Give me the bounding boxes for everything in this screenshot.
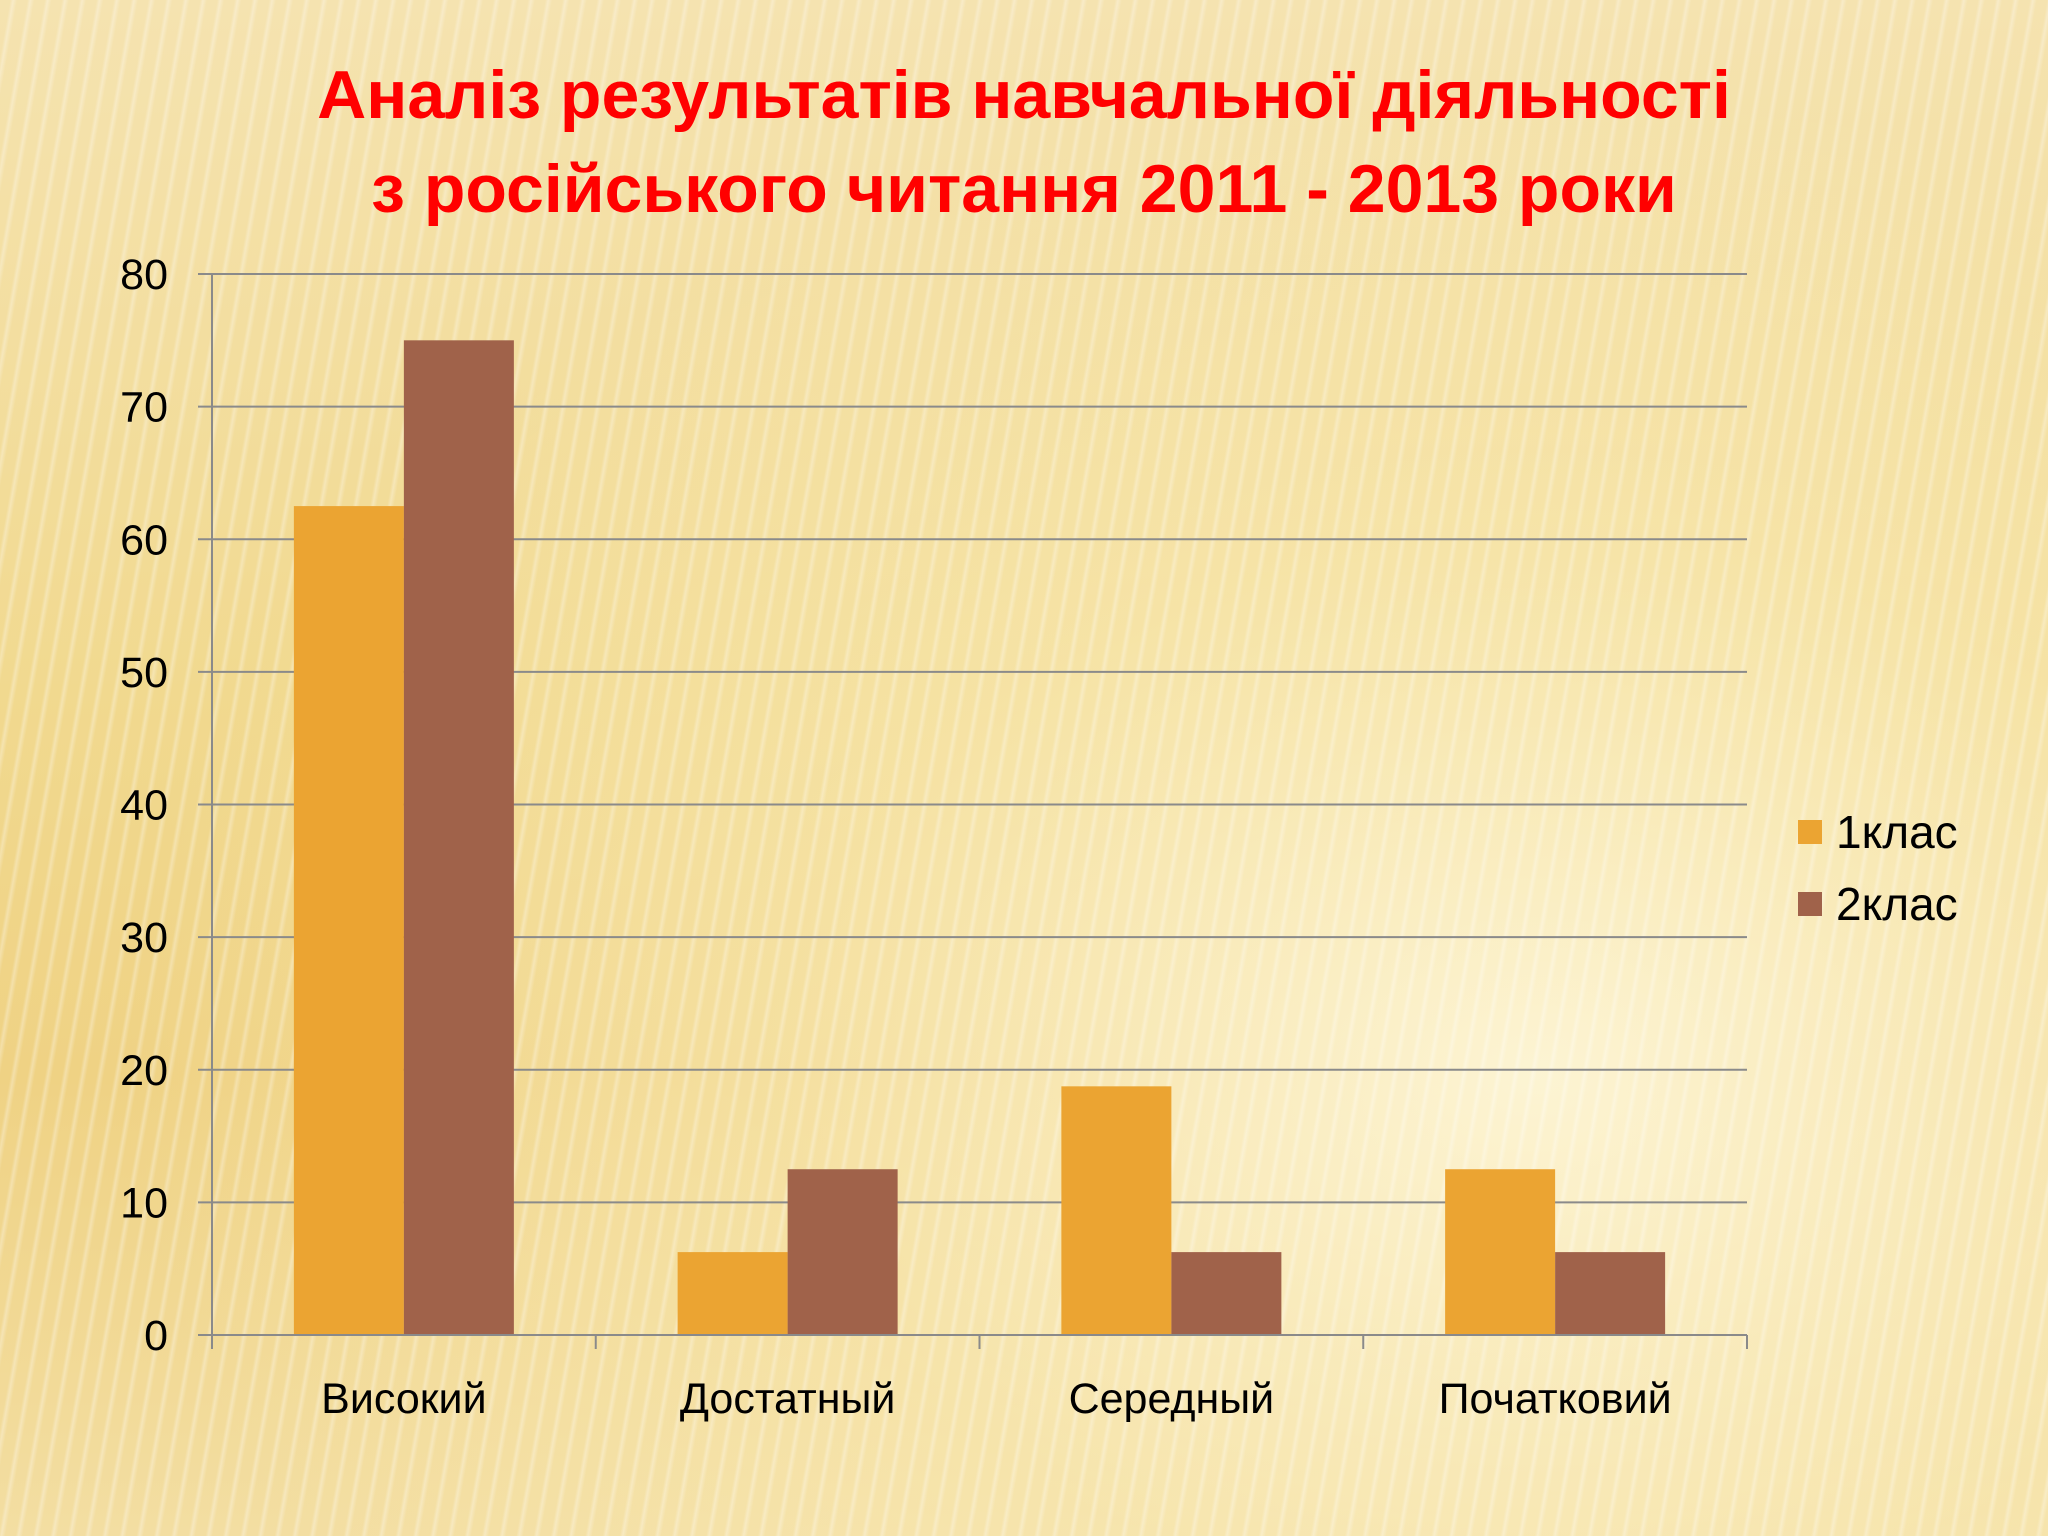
y-tick-label: 70 [120,384,168,432]
y-tick-label: 60 [120,516,168,564]
x-tick-label: Високий [321,1375,486,1423]
chart-title: Аналіз результатів навчальної діяльності… [0,48,2048,236]
legend-swatch-series-2 [1798,892,1822,916]
title-line-2: з російського читання 2011 - 2013 роки [371,151,1677,227]
bar-series-2 [403,340,514,1335]
legend-item-series-2: 2клас [1798,868,1958,940]
legend-swatch-series-1 [1798,820,1822,844]
bar-series-2 [787,1169,898,1335]
title-line-1: Аналіз результатів навчальної діяльності [317,57,1731,133]
y-tick-label: 80 [120,251,168,299]
y-tick-label: 30 [120,914,168,962]
legend-label-series-1: 1клас [1836,806,1958,858]
y-tick-label: 0 [144,1312,168,1360]
bar-series-1 [1061,1086,1172,1335]
bar-series-2 [1555,1252,1666,1335]
y-tick-label: 50 [120,649,168,697]
y-tick-label: 40 [120,782,168,830]
legend: 1клас 2клас [1798,796,1958,940]
x-tick-label: Середный [1069,1375,1275,1423]
x-tick-label: Початковий [1439,1375,1672,1423]
bar-series-1 [1445,1169,1556,1335]
legend-item-series-1: 1клас [1798,796,1958,868]
x-tick-label: Достатный [680,1375,896,1423]
bar-series-1 [293,506,404,1335]
y-tick-label: 10 [120,1179,168,1227]
y-tick-label: 20 [120,1047,168,1095]
bar-series-2 [1171,1252,1282,1335]
bar-series-1 [677,1252,788,1335]
legend-label-series-2: 2клас [1836,878,1958,930]
